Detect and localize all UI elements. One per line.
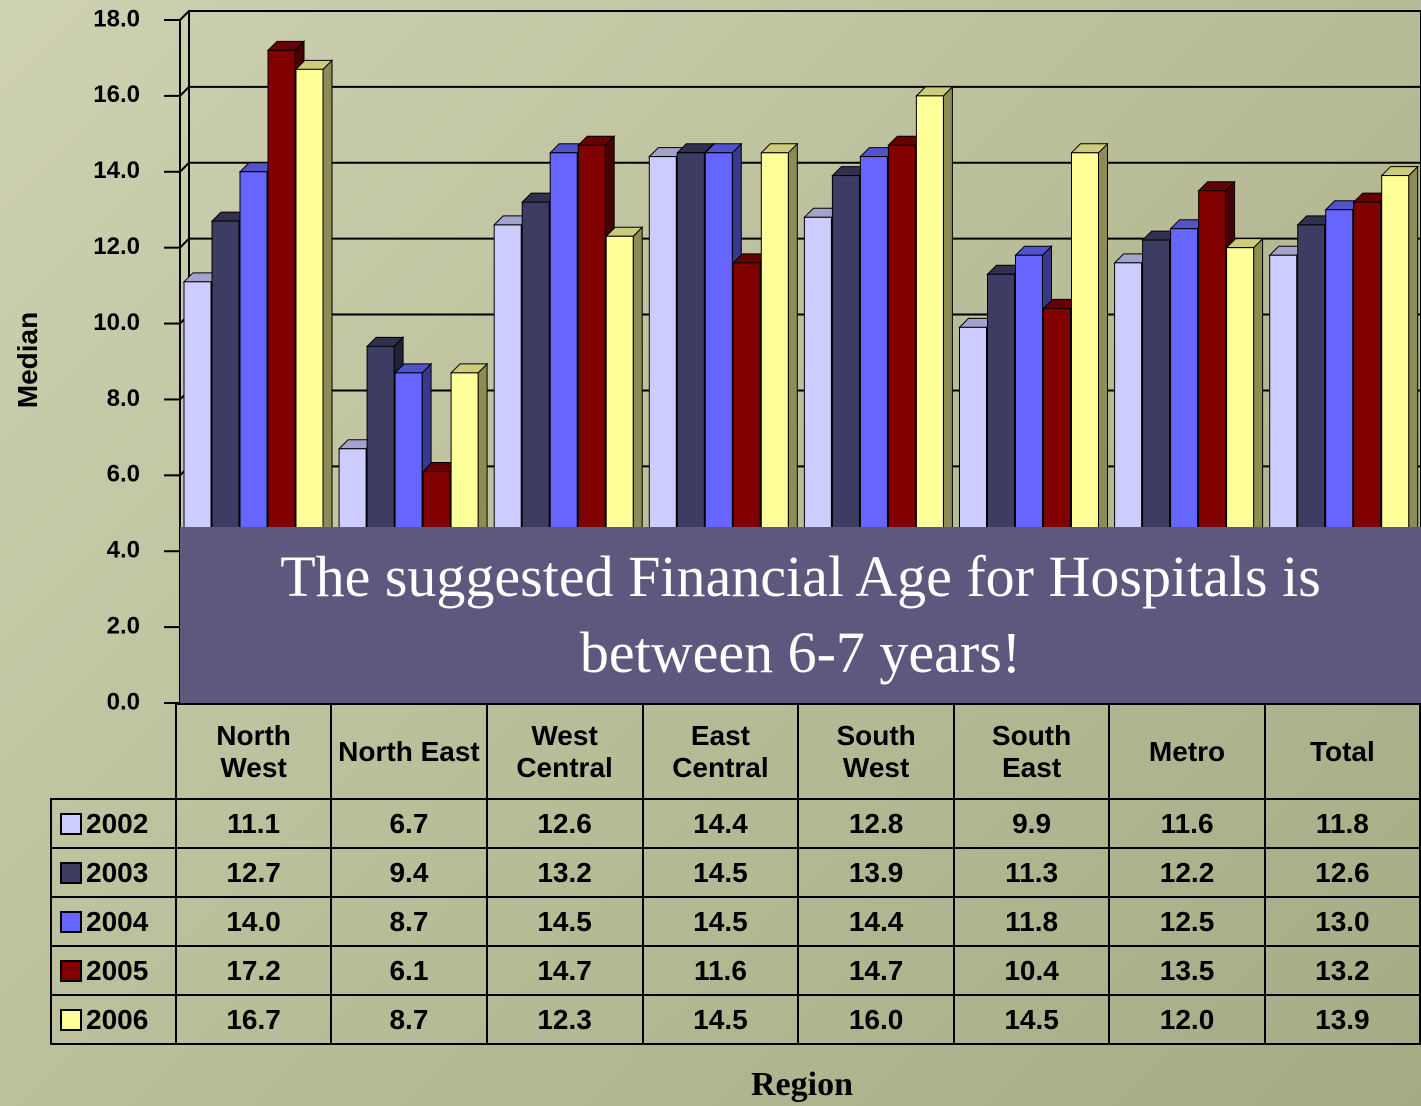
table-value: 14.5 [952,994,1111,1045]
table-value: 14.5 [641,896,800,947]
grid-line [179,237,1421,249]
y-tick-label: 8.0 [107,385,140,412]
table-row: 2005 17.2 6.1 14.7 11.6 14.7 10.4 13.5 13.2 [50,945,1421,996]
table-header-row: North West North East West Central East Cen… [51,703,1421,800]
legend-swatch [60,910,82,933]
legend-swatch [60,1008,82,1031]
x-axis-label: Region [751,1066,853,1103]
legend-entry: 2003 [50,847,177,898]
x-tick-label: South West [797,703,955,800]
legend-label: 2006 [86,1003,149,1035]
table-value: 11.6 [641,945,800,996]
legend-entry: 2005 [50,945,177,996]
table-value: 12.6 [485,798,644,849]
table-row: 2003 12.7 9.4 13.2 14.5 13.9 11.3 12.2 12.6 [50,847,1421,898]
table-row: 2004 14.0 8.7 14.5 14.5 14.4 11.8 12.5 13.0 [50,896,1421,947]
table-value: 6.7 [330,798,488,849]
legend-swatch [60,959,82,982]
table-value: 12.3 [485,994,644,1045]
table-value: 14.0 [174,896,333,947]
y-tick-label: 4.0 [107,537,140,564]
table-value: 13.2 [485,847,644,898]
table-row: 2002 11.1 6.7 12.6 14.4 12.8 9.9 11.6 11.8 [50,798,1421,849]
table-value: 13.0 [1263,896,1421,947]
legend-entry: 2006 [50,994,177,1045]
y-tick-label: 2.0 [107,612,140,639]
table-value: 13.9 [1263,994,1421,1045]
y-tick-label: 16.0 [93,81,140,108]
table-value: 12.5 [1108,896,1266,947]
legend-entry: 2004 [50,896,177,947]
x-tick-label: West Central [485,703,644,800]
y-tick-label: 14.0 [93,157,140,184]
grid-line [179,161,1421,173]
grid-line [179,10,1421,21]
data-table: North West North East West Central East Cen… [50,703,1421,1045]
x-tick-label: Metro [1108,703,1266,800]
legend-entry: 2002 [50,798,177,849]
table-corner [51,704,176,799]
y-tick-label: 18.0 [93,5,140,32]
legend-label: 2004 [86,905,149,937]
table-value: 10.4 [952,945,1111,996]
table-value: 13.9 [797,847,955,898]
legend-label: 2005 [86,954,149,986]
table-value: 13.2 [1263,945,1421,996]
table-value: 16.0 [797,994,955,1045]
table-value: 14.5 [641,847,800,898]
table-value: 14.5 [641,994,800,1045]
table-value: 16.7 [174,994,333,1045]
table-value: 12.6 [1263,847,1421,898]
legend-label: 2002 [86,807,149,839]
x-tick-label: South East [952,703,1111,800]
y-axis-label: Median [12,311,43,409]
x-tick-label: North West [174,703,333,800]
legend-label: 2003 [86,856,149,888]
table-value: 11.3 [952,847,1111,898]
table-value: 14.7 [797,945,955,996]
y-tick-label: 0.0 [107,688,140,715]
table-value: 17.2 [174,945,333,996]
table-value: 14.4 [797,896,955,947]
table-value: 12.7 [174,847,333,898]
x-tick-label: East Central [641,703,800,800]
table-value: 12.8 [797,798,955,849]
table-value: 14.7 [485,945,644,996]
y-tick-label: 10.0 [93,309,140,336]
table-value: 9.9 [952,798,1111,849]
table-value: 11.8 [952,896,1111,947]
table-value: 6.1 [330,945,488,996]
table-value: 11.6 [1108,798,1266,849]
table-value: 11.1 [174,798,333,849]
table-value: 12.2 [1108,847,1266,898]
table-value: 11.8 [1263,798,1421,849]
y-tick-label: 6.0 [107,461,140,488]
table-value: 13.5 [1108,945,1266,996]
grid-line [179,85,1421,97]
x-tick-label: North East [330,703,488,800]
table-value: 14.4 [641,798,800,849]
table-row: 2006 16.7 8.7 12.3 14.5 16.0 14.5 12.0 13.9 [50,994,1421,1045]
table-value: 12.0 [1108,994,1266,1045]
table-value: 8.7 [330,896,488,947]
y-tick-label: 12.0 [93,233,140,260]
legend-swatch [60,812,82,835]
legend-swatch [60,861,82,884]
annotation: The suggested Financial Age for Hospital… [180,527,1421,703]
table-value: 14.5 [485,896,644,947]
table-value: 8.7 [330,994,488,1045]
table-value: 9.4 [330,847,488,898]
x-tick-label: Total [1263,703,1421,800]
